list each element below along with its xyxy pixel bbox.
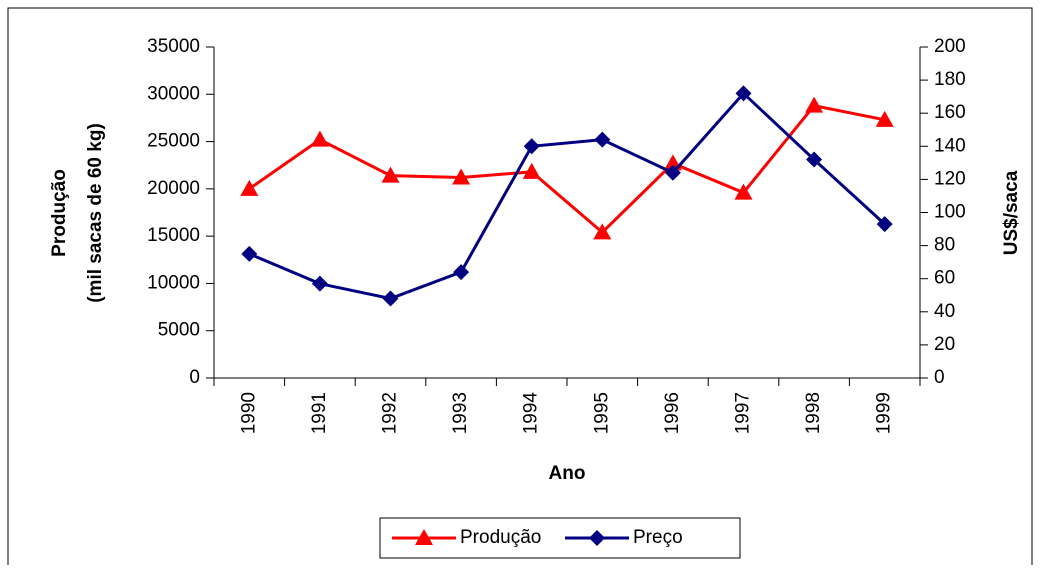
y2-tick-label: 180 xyxy=(934,69,966,90)
y2-tick-label: 200 xyxy=(934,36,966,57)
y2-tick-label: 160 xyxy=(934,102,966,123)
data-point xyxy=(311,275,328,292)
data-point xyxy=(310,130,329,147)
x-tick-label: 1990 xyxy=(238,392,259,434)
data-point xyxy=(522,162,541,179)
x-tick-label: 1996 xyxy=(662,392,683,434)
y-tick-label: 25000 xyxy=(147,131,200,152)
data-point xyxy=(593,223,612,240)
data-point xyxy=(806,151,823,168)
data-point xyxy=(452,168,471,185)
data-point xyxy=(241,245,258,262)
y2-tick-label: 20 xyxy=(934,334,955,355)
y-axis-label: Produção xyxy=(49,169,70,257)
chart-frame xyxy=(7,7,1033,565)
y2-tick-label: 140 xyxy=(934,135,966,156)
data-point xyxy=(523,138,540,155)
y2-tick-label: 100 xyxy=(934,202,966,223)
data-point xyxy=(381,166,400,183)
data-point xyxy=(734,183,753,200)
data-point xyxy=(240,179,259,196)
data-point xyxy=(382,290,399,307)
y2-tick-label: 60 xyxy=(934,268,955,289)
y-tick-label: 30000 xyxy=(147,83,200,104)
data-point xyxy=(875,110,894,127)
legend-label: Produção xyxy=(460,527,541,548)
y-tick-label: 35000 xyxy=(147,36,200,57)
series-line xyxy=(248,103,885,235)
series-line xyxy=(248,91,886,301)
x-tick-label: 1993 xyxy=(450,392,471,434)
data-point xyxy=(453,264,470,281)
x-tick-label: 1995 xyxy=(591,392,612,434)
y-axis-label: (mil sacas de 60 kg) xyxy=(85,123,106,303)
legend-label: Preço xyxy=(633,527,683,548)
y-tick-label: 20000 xyxy=(147,178,200,199)
x-tick-label: 1991 xyxy=(309,392,330,434)
y-tick-label: 15000 xyxy=(147,225,200,246)
y-tick-label: 5000 xyxy=(158,320,200,341)
y2-tick-label: 80 xyxy=(934,235,955,256)
x-tick-label: 1994 xyxy=(521,392,542,435)
x-tick-label: 1998 xyxy=(803,392,824,434)
x-tick-label: 1999 xyxy=(874,392,895,434)
data-point xyxy=(805,96,824,113)
y2-axis-label: US$/saca xyxy=(1001,170,1022,255)
legend-marker xyxy=(415,529,433,545)
data-point xyxy=(594,131,611,148)
y-tick-label: 0 xyxy=(189,367,200,388)
legend xyxy=(379,517,741,559)
x-tick-label: 1997 xyxy=(733,392,754,434)
y2-tick-label: 120 xyxy=(934,168,966,189)
data-point xyxy=(735,85,752,102)
data-point xyxy=(664,164,681,181)
data-point xyxy=(876,216,893,233)
y-tick-label: 10000 xyxy=(147,272,200,293)
legend-marker xyxy=(589,530,605,546)
x-axis-label: Ano xyxy=(549,463,586,484)
x-tick-label: 1992 xyxy=(380,392,401,434)
y2-tick-label: 0 xyxy=(934,367,945,388)
y2-tick-label: 40 xyxy=(934,301,955,322)
